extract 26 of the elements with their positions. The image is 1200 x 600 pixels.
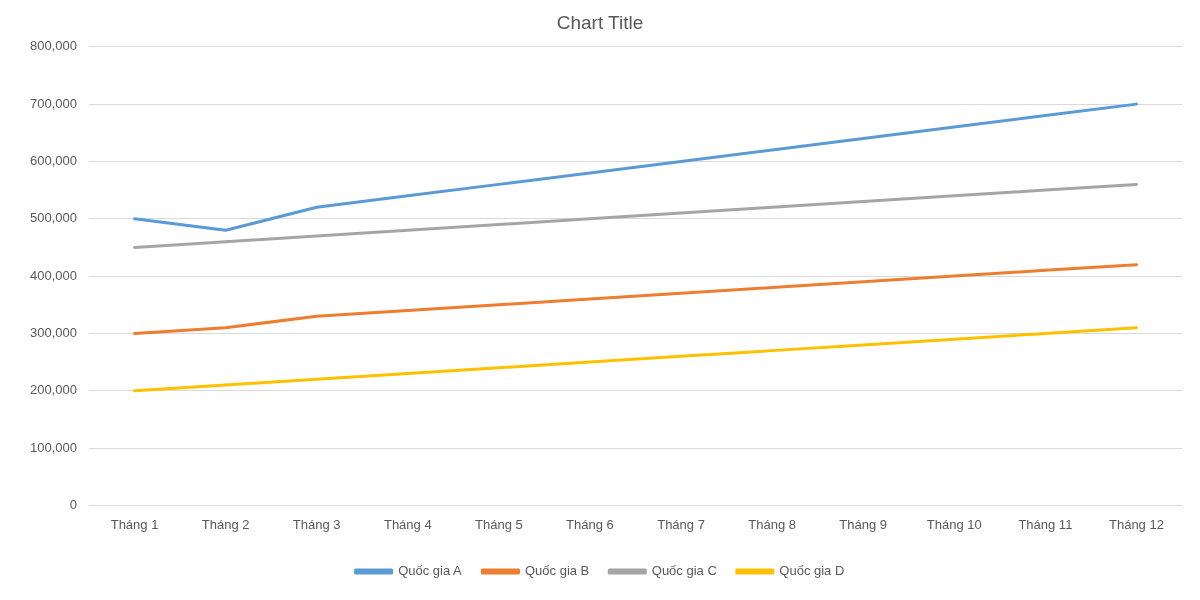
x-tick-label: Tháng 1 [110, 516, 159, 532]
y-tick-label: 700,000 [29, 95, 77, 111]
x-tick-label: Tháng 4 [383, 516, 432, 532]
y-tick-label: 200,000 [29, 382, 77, 398]
x-tick-label: Tháng 9 [839, 516, 888, 532]
y-tick-label: 300,000 [29, 325, 77, 340]
y-tick-label: 500,000 [29, 210, 77, 226]
x-tick-label: Tháng 7 [657, 516, 705, 532]
legend-label: Quốc gia A [398, 563, 463, 579]
x-tick-label: Tháng 2 [201, 516, 250, 532]
y-tick-label: 100,000 [29, 439, 77, 455]
x-tick-label: Tháng 5 [475, 516, 523, 532]
x-tick-label: Tháng 11 [1018, 516, 1073, 532]
x-tick-label: Tháng 12 [1108, 516, 1164, 532]
x-tick-label: Tháng 10 [926, 516, 982, 532]
x-tick-label: Tháng 3 [292, 516, 341, 532]
legend-label: Quốc gia D [779, 563, 845, 579]
x-tick-label: Tháng 8 [748, 516, 796, 532]
y-tick-label: 800,000 [29, 38, 77, 54]
legend-label: Quốc gia C [651, 563, 717, 579]
y-tick-label: 600,000 [29, 153, 77, 169]
legend-label: Quốc gia B [524, 563, 590, 579]
y-tick-label: 400,000 [29, 267, 77, 283]
chart-title: Chart Title [556, 11, 644, 33]
y-tick-label: 0 [69, 496, 77, 512]
x-tick-label: Tháng 6 [566, 516, 614, 532]
